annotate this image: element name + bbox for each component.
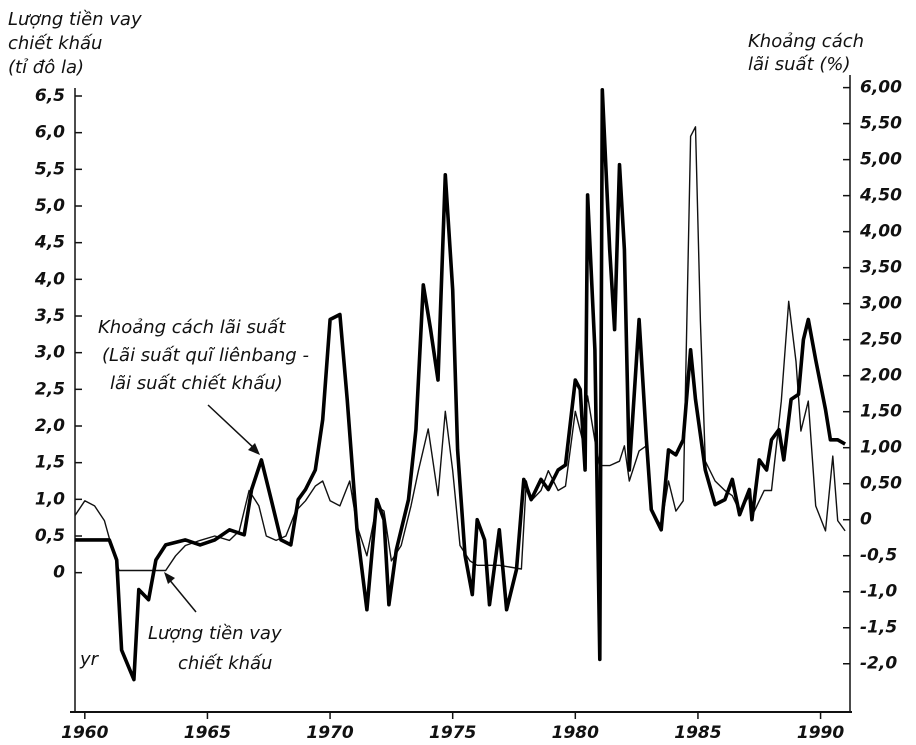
y2-tick-label: 3,50 [860,258,902,278]
y-tick-label: 0 [53,563,65,583]
y-tick-label: 3,0 [35,343,65,363]
y2-tick-label: -1,5 [860,618,897,638]
y2-axis-title: lãi suất (%) [748,54,851,75]
y-tick-label: 1,0 [35,489,65,509]
y2-tick-label: 5,50 [860,114,902,134]
y-tick-label: 2,0 [35,416,65,436]
y2-tick-label: 2,00 [860,366,902,386]
y-axis-title: Lượng tiền vay [8,9,142,30]
y2-tick-label: -2,0 [860,654,897,674]
y2-tick-label: 0,50 [860,474,902,494]
x-tick-label: 1985 [674,723,721,743]
y2-tick-label: 3,00 [860,294,902,314]
series-line [75,88,847,682]
y-tick-label: 5,5 [35,159,65,179]
y-tick-label: 4,5 [34,233,65,253]
y-tick-label: 5,0 [35,196,65,216]
annotation: Lượng tiền vay [148,623,282,644]
x-tick-label: 1965 [184,723,231,743]
y-tick-label: 3,5 [35,306,65,326]
x-tick-label: 1960 [61,723,108,743]
y-tick-label: 6,0 [35,123,65,143]
y2-tick-label: 4,50 [859,186,902,206]
y-tick-label: 4,0 [34,269,65,289]
y-axis-title: chiết khấu [8,33,102,54]
x-tick-label: 1990 [797,723,844,743]
y2-tick-label: 0 [860,510,872,530]
y-axis-title: (tỉ đô la) [8,57,84,78]
arrow-head [164,572,175,584]
y2-tick-label: -1,0 [860,582,897,602]
annotation: Khoảng cách lãi suất [98,317,286,338]
y2-axis-title: Khoảng cách [748,31,864,52]
annotation: chiết khấu [178,653,272,674]
y2-tick-label: 1,00 [860,438,902,458]
arrow-head [248,443,260,455]
y-tick-label: 1,5 [35,453,65,473]
y-tick-label: 2,5 [35,379,65,399]
y2-tick-label: 2,50 [860,330,902,350]
y2-tick-label: 4,00 [859,222,902,242]
y2-tick-label: 5,00 [860,150,902,170]
y-tick-label: 0,5 [35,526,65,546]
x-tick-label: 1970 [306,723,353,743]
y2-tick-label: 6,00 [860,78,902,98]
y2-tick-label: -0,5 [860,546,897,566]
x-tick-label: 1975 [429,723,476,743]
y-tick-label: 6,5 [35,86,65,106]
arrow [167,577,197,613]
annotation: yr [79,649,100,670]
annotation: (Lãi suất quĩ liênbang - [102,345,309,366]
annotation: lãi suất chiết khấu) [110,373,283,394]
x-tick-label: 1980 [552,723,599,743]
y2-tick-label: 1,50 [860,402,902,422]
arrow [207,404,257,451]
